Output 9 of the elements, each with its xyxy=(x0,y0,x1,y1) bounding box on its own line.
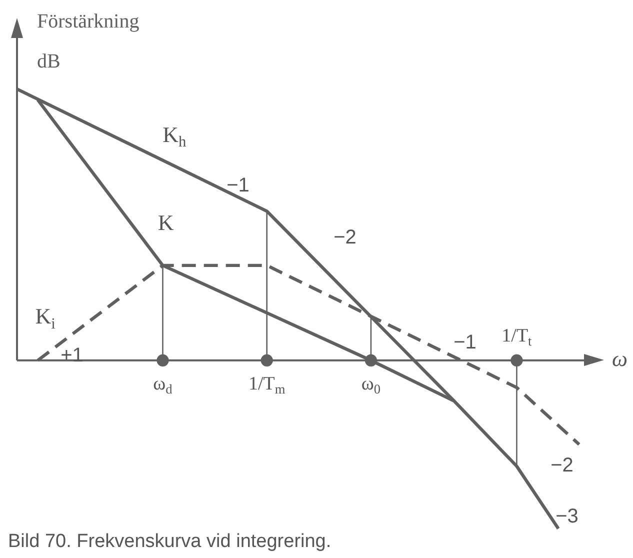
x-axis-title: ω xyxy=(612,346,628,372)
annotation: −1 xyxy=(454,332,476,354)
series-label: K xyxy=(158,210,174,236)
annotation: −3 xyxy=(556,506,578,528)
text: Bild 70. Frekvenskurva vid integrering. xyxy=(8,531,332,552)
annotation: −1 xyxy=(226,174,250,197)
y-axis-title: Förstärkning dB xyxy=(37,10,140,72)
annotation: −2 xyxy=(334,226,356,249)
annotation: −2 xyxy=(550,454,574,477)
